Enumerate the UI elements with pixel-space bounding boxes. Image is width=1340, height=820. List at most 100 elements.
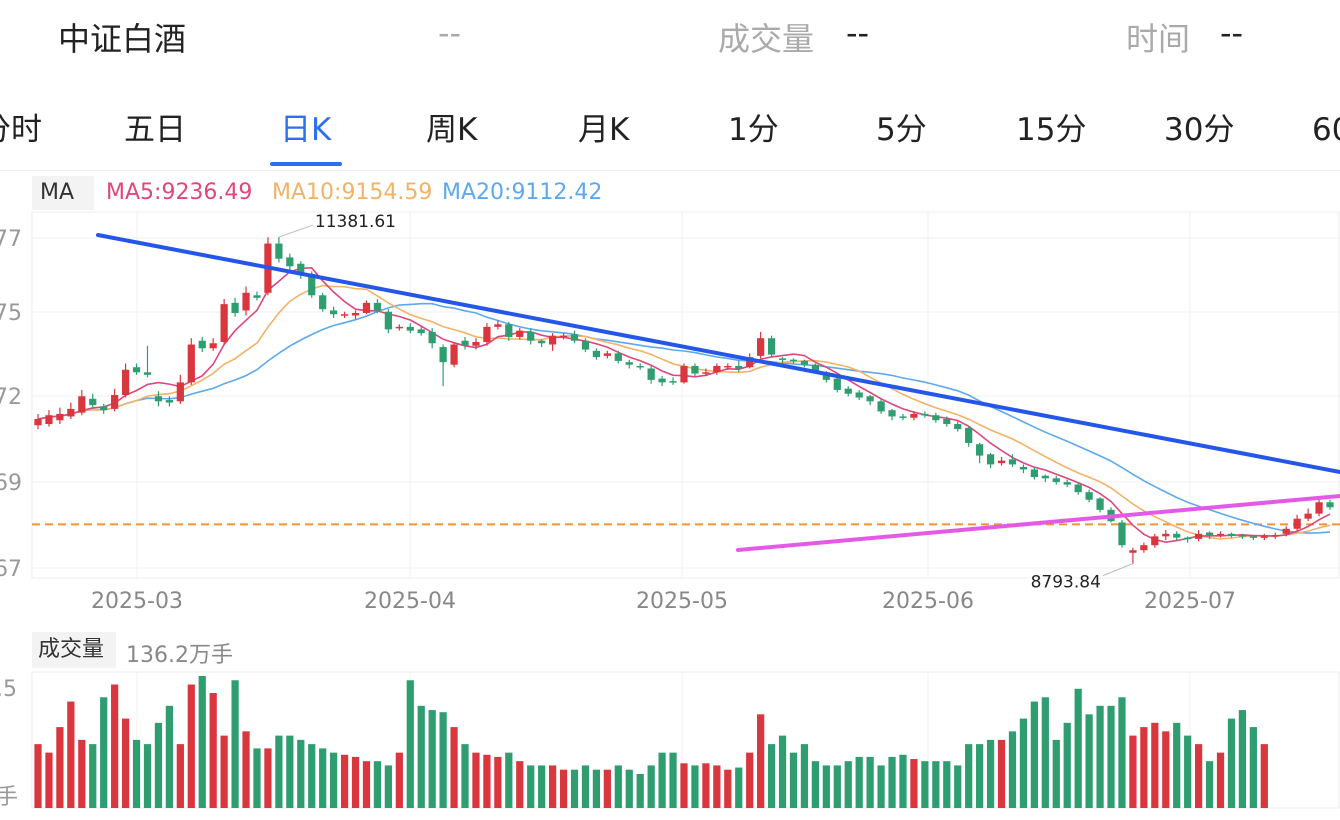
- candle-body: [56, 413, 64, 421]
- candle-body: [954, 424, 962, 430]
- volume-bar: [1052, 739, 1060, 808]
- active-tab-indicator: [270, 162, 342, 166]
- candle-body: [165, 400, 174, 403]
- candle-body: [483, 326, 491, 342]
- volume-bar: [767, 744, 776, 808]
- volume-bar: [614, 765, 622, 808]
- volume-bar: [297, 739, 305, 808]
- volume-bar: [636, 773, 644, 808]
- volume-bar: [373, 761, 382, 808]
- candle-body: [439, 347, 447, 363]
- volume-bar: [1140, 727, 1148, 808]
- candle-body: [1282, 528, 1290, 534]
- low-leader-line: [1102, 563, 1134, 577]
- candle-body: [724, 365, 732, 368]
- volume-bar: [1019, 718, 1028, 808]
- candle-body: [1184, 537, 1192, 540]
- candle-body: [89, 398, 97, 406]
- candle-body: [1238, 535, 1247, 537]
- volume-bar: [997, 739, 1006, 808]
- candle-body: [976, 444, 984, 456]
- candle-body: [669, 381, 677, 383]
- volume-bar: [669, 752, 677, 808]
- volume-legend-tag[interactable]: 成交量: [32, 632, 116, 668]
- volume-bar: [121, 718, 130, 808]
- volume-bar: [691, 765, 699, 808]
- volume-bar: [1030, 701, 1038, 808]
- ma-legend-tag[interactable]: MA: [32, 176, 94, 210]
- candle-body: [910, 413, 918, 418]
- candle-body: [746, 357, 754, 368]
- candle-body: [932, 415, 940, 421]
- candle-body: [209, 343, 217, 349]
- candle-body: [833, 378, 841, 390]
- tab-60min[interactable]: 60分: [1312, 112, 1340, 148]
- volume-value: --: [846, 14, 870, 52]
- volume-bar: [954, 765, 962, 808]
- volume-bar: [286, 735, 294, 808]
- volume-bar: [1184, 735, 1192, 808]
- candle-body: [1151, 536, 1159, 546]
- tab-15min[interactable]: 15分: [1016, 112, 1087, 148]
- candle-body: [1315, 502, 1323, 514]
- volume-bar: [231, 680, 239, 808]
- volume-bar: [724, 769, 732, 808]
- volume-bar: [242, 731, 250, 808]
- volume-bar: [986, 739, 995, 808]
- volume-bar: [899, 754, 907, 808]
- candle-body: [943, 418, 951, 425]
- candle-body: [1173, 533, 1181, 538]
- ma5-label: MA5:9236.49: [106, 180, 253, 205]
- candle-body: [866, 396, 874, 402]
- volume-bar: [603, 769, 611, 808]
- volume-bar: [1205, 761, 1214, 808]
- volume-bar: [472, 752, 480, 808]
- candle-body: [636, 365, 644, 368]
- candle-body: [1293, 518, 1301, 529]
- volume-bar: [1249, 727, 1257, 808]
- candle-body: [78, 396, 86, 413]
- candle-body: [308, 273, 316, 296]
- candle-body: [1162, 533, 1170, 537]
- candle-body: [176, 382, 184, 402]
- x-tick-label: 2025-03: [91, 589, 183, 614]
- candle-body: [767, 338, 776, 355]
- volume-bar: [592, 769, 601, 808]
- tab-intraday[interactable]: 分时: [0, 112, 42, 148]
- volume-bar: [658, 752, 666, 808]
- volume-bar: [1008, 731, 1017, 808]
- tab-five-day[interactable]: 五日: [124, 112, 186, 148]
- volume-bar: [680, 763, 688, 808]
- tab-weekly-k[interactable]: 周K: [426, 112, 478, 148]
- volume-bar: [713, 765, 721, 808]
- volume-bar: [132, 739, 141, 808]
- volume-bar: [417, 705, 425, 808]
- candle-body: [362, 302, 371, 313]
- tab-30min[interactable]: 30分: [1164, 112, 1235, 148]
- candle-body: [559, 335, 568, 338]
- volume-bar: [1151, 722, 1159, 808]
- candle-body: [373, 302, 382, 311]
- low-price-label: 8793.84: [1031, 573, 1101, 593]
- tab-daily-k[interactable]: 日K: [280, 112, 332, 148]
- tab-monthly-k[interactable]: 月K: [578, 112, 630, 148]
- candle-body: [1326, 502, 1334, 508]
- candle-body: [351, 312, 360, 316]
- candle-body: [1052, 478, 1060, 483]
- tab-1min[interactable]: 1分: [728, 112, 779, 148]
- time-value: --: [1220, 14, 1244, 52]
- lower-trend-line: [736, 494, 1340, 552]
- volume-bar: [581, 765, 590, 808]
- volume-bar: [965, 744, 973, 808]
- volume-bar: [844, 761, 852, 808]
- volume-bar: [1173, 722, 1181, 808]
- price-value: --: [438, 14, 462, 52]
- candle-body: [735, 365, 743, 369]
- volume-bar: [483, 754, 491, 808]
- volume-bar: [910, 759, 918, 808]
- candle-body: [691, 365, 699, 374]
- x-tick-label: 2025-04: [364, 589, 456, 614]
- tab-5min[interactable]: 5分: [876, 112, 927, 148]
- upper-trend-line: [96, 233, 1340, 474]
